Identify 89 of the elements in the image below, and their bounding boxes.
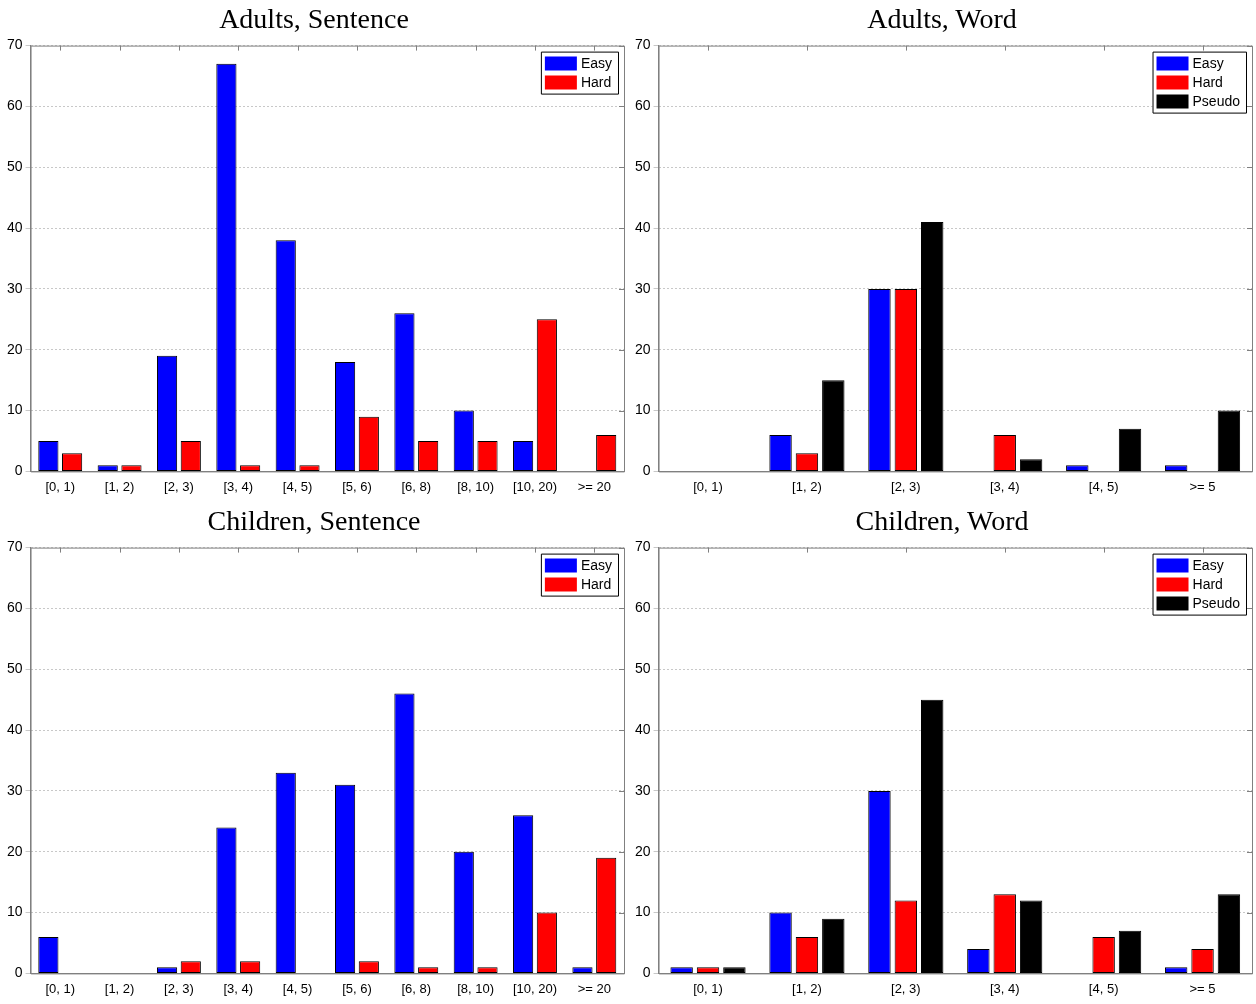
bar — [1217, 894, 1241, 973]
chart-title: Adults, Sentence — [219, 3, 409, 35]
y-tick-label: 10 — [6, 903, 23, 920]
x-tick-label: [4, 5) — [282, 980, 313, 996]
x-tick-label: [8, 10) — [457, 478, 495, 494]
x-tick-label: [0, 1) — [45, 980, 76, 996]
x-tick-label: [4, 5) — [1088, 478, 1119, 494]
x-tick-label: [3, 4) — [989, 478, 1020, 494]
bar — [822, 380, 845, 471]
bar — [1019, 900, 1043, 973]
bar — [723, 967, 746, 973]
x-tick-label: >= 20 — [577, 980, 611, 996]
bar — [1118, 930, 1142, 973]
x-tick-label: [1, 2) — [792, 980, 822, 996]
y-tick-label: 70 — [6, 36, 23, 53]
x-tick-label: [2, 3) — [891, 478, 921, 494]
x-tick-label: >= 20 — [577, 478, 611, 494]
x-tick-label: [5, 6) — [342, 478, 372, 494]
y-tick-label: 50 — [634, 660, 651, 677]
y-tick-label: 70 — [634, 538, 651, 555]
x-tick-label: [3, 4) — [223, 980, 254, 996]
y-tick-label: 30 — [6, 781, 23, 798]
chart-title: Children, Word — [855, 505, 1029, 537]
x-tick-label: [8, 10) — [457, 980, 495, 996]
legend-label: Hard — [580, 73, 612, 90]
y-tick-label: 10 — [6, 401, 23, 418]
y-tick-label: 30 — [634, 781, 651, 798]
y-tick-label: 40 — [634, 218, 651, 235]
chart-title: Adults, Word — [867, 3, 1017, 35]
x-tick-label: [5, 6) — [342, 980, 372, 996]
y-tick-label: 10 — [634, 401, 651, 418]
legend-label: Hard — [1192, 575, 1223, 592]
y-tick-label: 70 — [634, 36, 651, 53]
x-tick-label: [1, 2) — [104, 980, 135, 996]
y-tick-label: 60 — [6, 97, 23, 114]
x-tick-label: [2, 3) — [164, 980, 194, 996]
bar — [1118, 428, 1142, 471]
x-tick-label: [1, 2) — [104, 478, 135, 494]
x-tick-label: [6, 8) — [401, 478, 432, 494]
y-tick-label: 20 — [634, 842, 651, 859]
y-tick-label: 20 — [634, 340, 651, 357]
y-tick-label: 60 — [634, 97, 651, 114]
y-tick-label: 20 — [6, 340, 23, 357]
bar — [921, 222, 944, 471]
x-tick-label: [2, 3) — [164, 478, 194, 494]
x-tick-label: [6, 8) — [401, 980, 432, 996]
y-tick-label: 50 — [6, 158, 23, 175]
chart-title: Children, Sentence — [207, 505, 421, 537]
y-tick-label: 60 — [634, 599, 651, 616]
bar — [822, 918, 845, 973]
legend-label: Easy — [580, 556, 612, 573]
x-tick-label: >= 5 — [1189, 478, 1216, 494]
x-tick-label: [3, 4) — [989, 980, 1020, 996]
x-tick-label: [4, 5) — [282, 478, 313, 494]
bar — [921, 699, 944, 973]
y-tick-label: 70 — [6, 538, 23, 555]
legend-label: Pseudo — [1192, 92, 1241, 109]
x-tick-label: [0, 1) — [45, 478, 76, 494]
x-tick-label: [2, 3) — [891, 980, 921, 996]
y-tick-label: 50 — [6, 660, 23, 677]
y-tick-label: 0 — [14, 964, 23, 981]
legend-label: Easy — [1192, 54, 1224, 71]
legend-label: Pseudo — [1192, 594, 1241, 611]
bar — [1019, 459, 1043, 471]
y-tick-label: 0 — [14, 462, 23, 479]
legend-label: Easy — [580, 54, 612, 71]
legend-label: Easy — [1192, 556, 1224, 573]
y-tick-label: 60 — [6, 599, 23, 616]
y-tick-label: 30 — [634, 279, 651, 296]
x-tick-label: [10, 20) — [512, 478, 558, 494]
y-tick-label: 10 — [634, 903, 651, 920]
x-tick-label: [3, 4) — [223, 478, 254, 494]
y-tick-label: 0 — [642, 462, 651, 479]
bar — [1217, 410, 1241, 471]
y-tick-label: 40 — [6, 720, 23, 737]
x-tick-label: [4, 5) — [1088, 980, 1119, 996]
y-tick-label: 20 — [6, 842, 23, 859]
y-tick-label: 40 — [634, 720, 651, 737]
y-tick-label: 30 — [6, 279, 23, 296]
x-tick-label: [1, 2) — [792, 478, 822, 494]
x-tick-label: [0, 1) — [693, 478, 723, 494]
x-tick-label: [0, 1) — [693, 980, 723, 996]
y-tick-label: 0 — [642, 964, 651, 981]
legend-label: Hard — [1192, 73, 1223, 90]
x-tick-label: >= 5 — [1189, 980, 1216, 996]
x-tick-label: [10, 20) — [512, 980, 558, 996]
y-tick-label: 40 — [6, 218, 23, 235]
y-tick-label: 50 — [634, 158, 651, 175]
legend-label: Hard — [580, 575, 612, 592]
